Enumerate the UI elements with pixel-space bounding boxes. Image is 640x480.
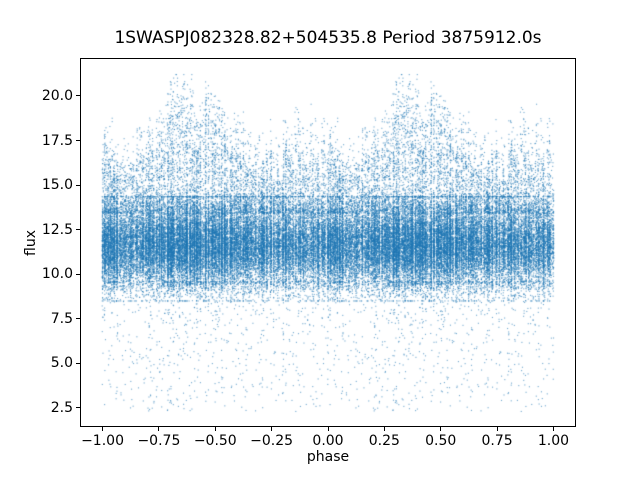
x-tick-mark	[158, 427, 160, 431]
y-tick-mark	[76, 407, 80, 409]
y-tick-mark	[76, 362, 80, 364]
y-tick-label: 20.0	[41, 87, 73, 104]
x-tick-mark	[496, 427, 498, 431]
x-tick-label: −0.75	[137, 433, 181, 449]
x-tick-label: 0.75	[481, 433, 513, 449]
x-tick-label: 0.50	[425, 433, 457, 449]
x-tick-mark	[214, 427, 216, 431]
x-tick-mark	[271, 427, 273, 431]
y-tick-mark	[76, 184, 80, 186]
y-tick-label: 7.5	[50, 310, 73, 327]
x-tick-mark	[102, 427, 104, 431]
y-tick-mark	[76, 95, 80, 97]
y-tick-mark	[76, 318, 80, 320]
scatter-points-canvas	[80, 58, 576, 427]
y-tick-mark	[76, 140, 80, 142]
y-tick-label: 12.5	[41, 221, 73, 238]
x-axis-label: phase	[306, 449, 350, 465]
y-tick-label: 10.0	[41, 266, 73, 283]
x-tick-label: −0.50	[193, 433, 237, 449]
x-tick-label: −1.00	[81, 433, 124, 449]
x-tick-label: 0.25	[368, 433, 400, 449]
y-tick-mark	[76, 273, 80, 275]
x-tick-label: 1.00	[537, 433, 570, 449]
x-tick-mark	[552, 427, 554, 431]
x-tick-mark	[327, 427, 329, 431]
y-tick-label: 5.0	[50, 355, 73, 372]
y-tick-label: 17.5	[41, 132, 73, 149]
x-tick-mark	[383, 427, 385, 431]
y-tick-label: 2.5	[50, 399, 73, 416]
chart-title: 1SWASPJ082328.82+504535.8 Period 3875912…	[114, 28, 542, 48]
y-tick-mark	[76, 229, 80, 231]
x-tick-mark	[440, 427, 442, 431]
x-tick-label: 0.00	[312, 433, 344, 449]
x-tick-label: −0.25	[250, 433, 294, 449]
y-tick-label: 15.0	[41, 177, 73, 194]
